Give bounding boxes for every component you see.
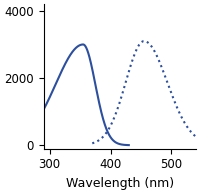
X-axis label: Wavelength (nm): Wavelength (nm) xyxy=(66,177,174,190)
